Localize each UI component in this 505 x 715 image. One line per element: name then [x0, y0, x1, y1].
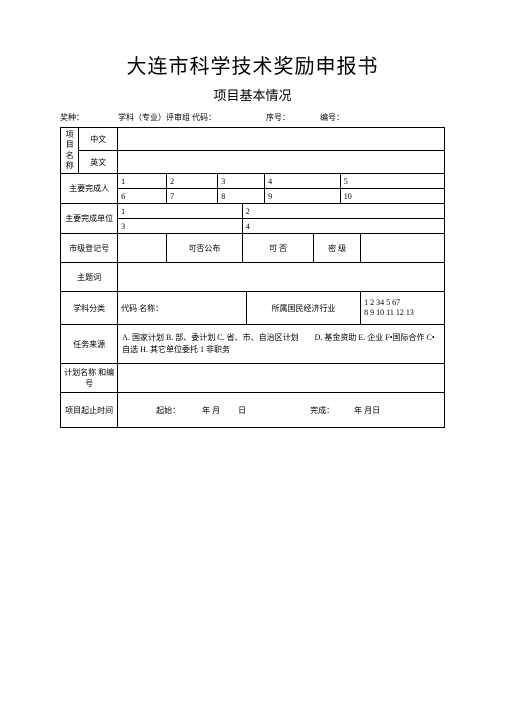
proj-period-value: 起始： 年 月 日 完成： 年 月日	[118, 393, 445, 428]
person-1: 1	[118, 174, 167, 189]
doc-subtitle: 项目基本情况	[60, 85, 445, 104]
doc-title: 大连市科学技术奖励申报书	[60, 50, 445, 79]
unit-3: 3	[118, 219, 243, 234]
cat-line-2: 8 9 10 11 12 13	[364, 308, 441, 318]
secret-label: 密 级	[314, 234, 361, 263]
num-label: 编号：	[320, 112, 344, 123]
form-table: 项目名称 中文 英文 主要完成人 1 2 3 4 5 6 7 8 9 10 主要…	[60, 127, 445, 428]
can-value: 可 否	[242, 234, 313, 263]
subject-class-label: 学科分类	[61, 292, 118, 325]
secret-value	[361, 234, 445, 263]
start-label: 起始：	[156, 406, 180, 415]
code-name-label: 代码 名称：	[118, 292, 247, 325]
main-unit-label: 主要完成单位	[61, 204, 118, 234]
person-8: 8	[218, 189, 265, 204]
award-type-label: 奖种：	[60, 112, 84, 123]
unit-4: 4	[242, 219, 444, 234]
person-3: 3	[218, 174, 265, 189]
city-reg-value	[118, 234, 167, 263]
proj-name-label: 项目名称	[61, 128, 79, 174]
finish-label: 完成：	[310, 406, 334, 415]
person-10: 10	[340, 189, 444, 204]
person-2: 2	[167, 174, 218, 189]
main-person-label: 主要完成人	[61, 174, 118, 204]
subject-word-label: 主题词	[61, 263, 118, 292]
person-4: 4	[265, 174, 341, 189]
cn-value	[118, 128, 445, 151]
proj-period-label: 项目起止时间	[61, 393, 118, 428]
subject-word-value	[118, 263, 445, 292]
cn-label: 中文	[79, 128, 118, 151]
start-ym: 年 月	[202, 406, 220, 415]
industry-nums: 1 2 34 5 67 8 9 10 11 12 13	[361, 292, 445, 325]
unit-1: 1	[118, 204, 243, 219]
city-reg-label: 市级登记号	[61, 234, 118, 263]
can-publish-label: 可否公布	[167, 234, 243, 263]
task-source-label: 任务来源	[61, 325, 118, 364]
finish-ymd: 年 月日	[354, 406, 380, 415]
discipline-label: 学科（专业）评审组 代码：	[118, 112, 216, 123]
person-9: 9	[265, 189, 341, 204]
start-d: 日	[238, 406, 246, 415]
top-meta-line: 奖种： 学科（专业）评审组 代码： 序号： 编号：	[60, 112, 445, 123]
en-value	[118, 151, 445, 174]
plan-name-value	[118, 364, 445, 393]
person-6: 6	[118, 189, 167, 204]
seq-label: 序号：	[266, 112, 290, 123]
person-5: 5	[340, 174, 444, 189]
person-7: 7	[167, 189, 218, 204]
plan-name-label: 计划名称 和编号	[61, 364, 118, 393]
en-label: 英文	[79, 151, 118, 174]
unit-2: 2	[242, 204, 444, 219]
cat-line-1: 1 2 34 5 67	[364, 298, 441, 308]
task-source-text: A. 国家计划 B. 部、委计划 C. 省、市、自治区计划 D. 基金资助 E.…	[118, 325, 445, 364]
industry-label: 所属国民经济行业	[246, 292, 360, 325]
